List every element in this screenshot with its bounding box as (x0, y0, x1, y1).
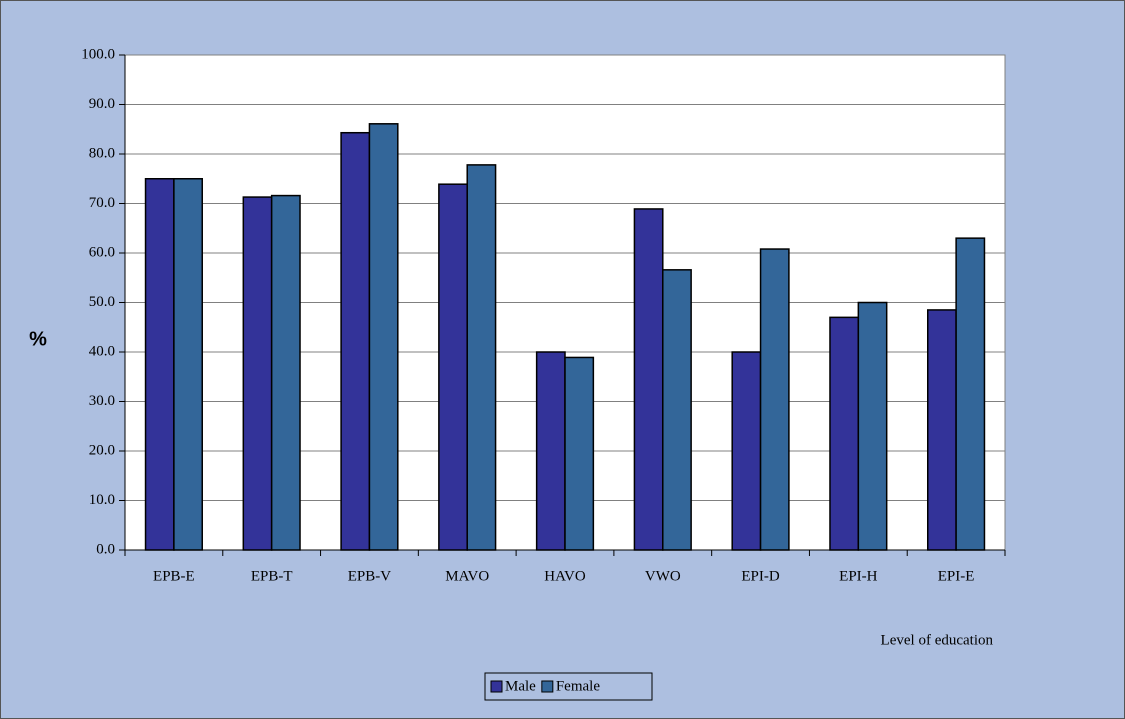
y-tick-label: 0.0 (96, 541, 115, 557)
y-tick-label: 30.0 (89, 393, 115, 409)
y-axis-label: % (29, 328, 47, 350)
bar (535, 351, 566, 551)
y-tick-label: 50.0 (89, 294, 115, 310)
x-axis-label: Level of education (881, 632, 994, 648)
x-tick-label: VWO (645, 568, 681, 584)
bar (438, 183, 468, 551)
bar (662, 269, 692, 551)
bar (955, 237, 986, 551)
bar (564, 356, 595, 551)
x-tick-label: HAVO (544, 568, 586, 584)
y-tick-label: 90.0 (89, 96, 115, 112)
legend-swatch (490, 680, 503, 693)
legend-label: Female (556, 678, 600, 694)
y-tick-label: 10.0 (89, 492, 115, 508)
legend-label: Male (505, 678, 536, 694)
bar (857, 301, 888, 551)
bar (633, 208, 664, 551)
bar (759, 248, 790, 551)
bar (242, 196, 273, 551)
y-tick-label: 80.0 (89, 145, 115, 161)
bar (466, 164, 497, 551)
x-tick-label: EPB-T (251, 568, 293, 584)
y-tick-label: 70.0 (89, 195, 115, 211)
x-tick-label: EPB-V (348, 568, 392, 584)
x-tick-label: EPI-E (938, 568, 975, 584)
bar (927, 309, 957, 551)
y-tick-label: 20.0 (89, 442, 115, 458)
x-tick-label: EPI-H (839, 568, 877, 584)
bar (144, 178, 175, 551)
y-tick-label: 40.0 (89, 343, 115, 359)
bar (368, 123, 399, 551)
x-tick-label: EPI-D (741, 568, 779, 584)
x-tick-label: EPB-E (153, 568, 195, 584)
y-tick-label: 60.0 (89, 244, 115, 260)
y-tick-label: 100.0 (81, 46, 115, 62)
bar (829, 316, 860, 551)
x-tick-label: MAVO (445, 568, 489, 584)
bar (340, 131, 371, 551)
bar (731, 351, 762, 551)
bar (173, 178, 203, 551)
bar (270, 194, 301, 551)
legend-swatch (541, 680, 554, 693)
legend-box (484, 672, 653, 701)
